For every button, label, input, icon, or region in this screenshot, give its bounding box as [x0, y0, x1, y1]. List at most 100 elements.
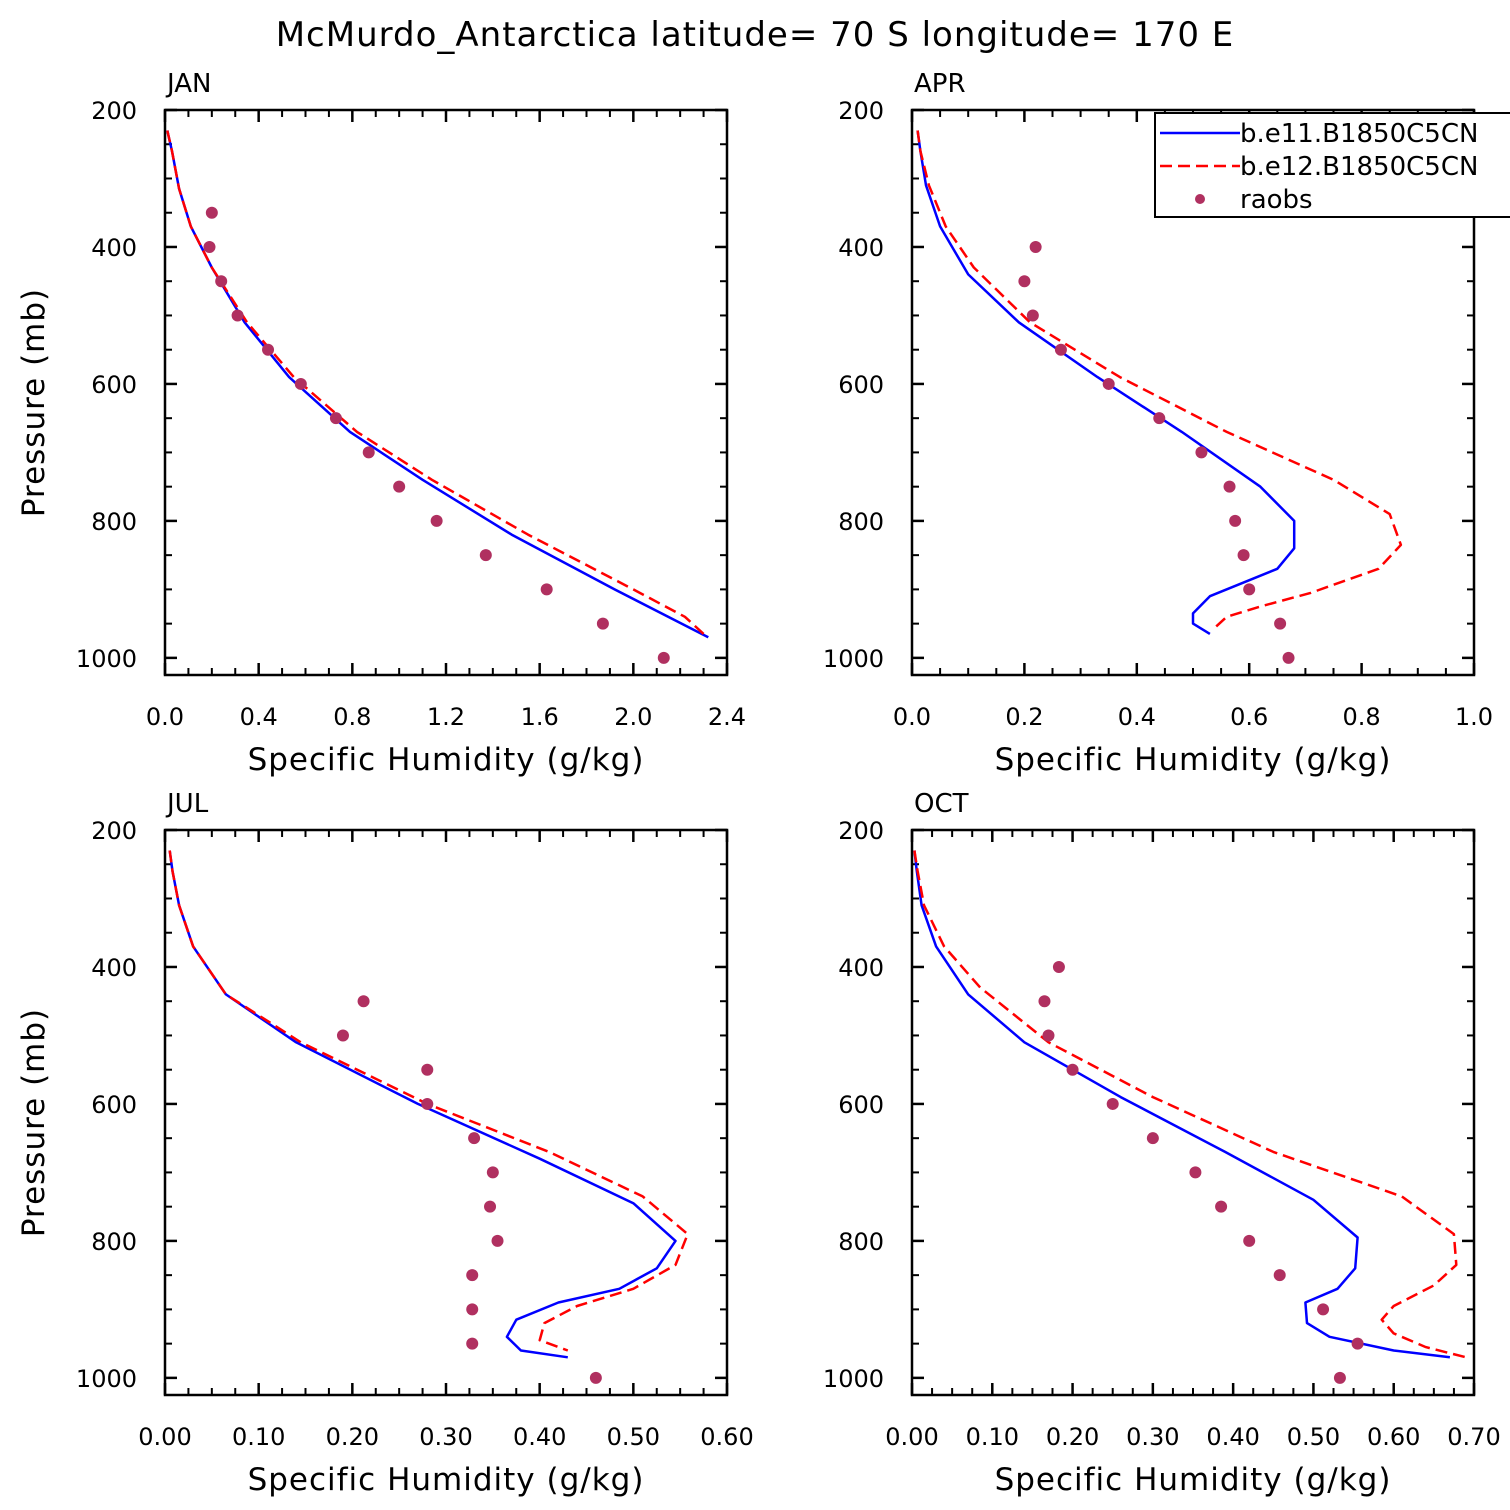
x-tick-label: 0.60: [1367, 1423, 1420, 1451]
raobs-point: [1195, 446, 1208, 459]
raobs-point: [1026, 309, 1039, 322]
raobs-point: [421, 1097, 434, 1110]
series-group: [168, 850, 689, 1359]
raobs-point: [1052, 960, 1065, 973]
panel-jan: 0.0 0.4 0.8 1.2 1.6 2.0 2.4 200 400 600 800 1000 JAN…: [16, 69, 746, 778]
y-tick-label: 1000: [76, 645, 137, 673]
x-tick-label: 0.50: [607, 1423, 660, 1451]
x-tick-label: 0.8: [1343, 703, 1381, 731]
figure-title: McMurdo_Antarctica latitude= 70 S longit…: [276, 15, 1235, 55]
y-tick-label: 600: [838, 1091, 884, 1119]
y-axis-label: Pressure (mb): [16, 288, 52, 517]
raobs-point: [1282, 651, 1295, 664]
series-line-b-e12: [168, 850, 689, 1352]
x-tick-label: 2.0: [614, 703, 652, 731]
x-tick-label: 0.4: [1118, 703, 1156, 731]
panel-label: JAN: [165, 69, 211, 99]
raobs-point: [657, 651, 670, 664]
raobs-point: [1243, 1234, 1256, 1247]
y-tick-label: 800: [838, 1228, 884, 1256]
raobs-point: [466, 1269, 479, 1282]
raobs-point: [466, 1303, 479, 1316]
raobs-point: [1317, 1303, 1330, 1316]
panels: 0.0 0.4 0.8 1.2 1.6 2.0 2.4 200 400 600 800 1000 JAN…: [16, 69, 1501, 1498]
series-line-b-e12: [916, 130, 1403, 629]
raobs-point: [1054, 343, 1067, 356]
raobs-point: [1223, 480, 1236, 493]
y-tick-label: 800: [838, 508, 884, 536]
series-line-b-e11: [913, 850, 1451, 1359]
y-tick-label: 400: [91, 954, 137, 982]
x-axis-label: Specific Humidity (g/kg): [995, 742, 1392, 778]
raobs-point: [484, 1200, 497, 1213]
raobs-point: [1229, 514, 1242, 527]
y-tick-label: 600: [91, 1091, 137, 1119]
y-tick-label: 1000: [76, 1365, 137, 1393]
panel-jul: 0.00 0.10 0.20 0.30 0.40 0.50 0.60 200 400 600 800…: [16, 789, 754, 1498]
raobs-point: [329, 412, 342, 425]
legend-label: b.e11.B1850C5CN: [1240, 119, 1478, 149]
raobs-point: [1106, 1097, 1119, 1110]
y-tick-label: 400: [91, 234, 137, 262]
panel-oct: 0.00 0.10 0.20 0.30 0.40 0.50 0.60 0.70 200 400 60…: [823, 789, 1501, 1498]
x-tick-label: 0.20: [326, 1423, 379, 1451]
series-line-b-e11: [168, 850, 677, 1359]
x-tick-label: 0.4: [240, 703, 278, 731]
x-tick-label: 1.6: [521, 703, 559, 731]
raobs-point: [215, 275, 228, 288]
x-axis-label: Specific Humidity (g/kg): [995, 1462, 1392, 1498]
raobs-point: [1274, 617, 1287, 630]
x-tick-label: 0.50: [1287, 1423, 1340, 1451]
panel-label: OCT: [914, 789, 969, 819]
x-axis-label: Specific Humidity (g/kg): [248, 742, 645, 778]
x-tick-label: 0.20: [1046, 1423, 1099, 1451]
series-group: [913, 850, 1467, 1359]
x-tick-label: 0.2: [1005, 703, 1043, 731]
x-tick-label: 1.2: [427, 703, 465, 731]
legend-label: raobs: [1240, 185, 1313, 215]
raobs-point: [1333, 1371, 1346, 1384]
legend-swatch-raobs: [1195, 194, 1205, 204]
legend-label: b.e12.B1850C5CN: [1240, 152, 1478, 182]
raobs-point: [203, 240, 216, 253]
y-tick-label: 1000: [823, 645, 884, 673]
raobs-point: [231, 309, 244, 322]
raobs-point: [486, 1166, 499, 1179]
raobs-point: [1066, 1063, 1079, 1076]
x-tick-label: 0.00: [885, 1423, 938, 1451]
series-line-b-e11: [916, 130, 1296, 635]
y-axis-label: Pressure (mb): [16, 1008, 52, 1237]
y-tick-label: 400: [838, 954, 884, 982]
x-tick-label: 0.70: [1447, 1423, 1500, 1451]
raobs-point: [262, 343, 275, 356]
y-tick-label: 400: [838, 234, 884, 262]
x-tick-label: 0.0: [893, 703, 931, 731]
y-tick-label: 200: [838, 817, 884, 845]
raobs-point: [1189, 1166, 1202, 1179]
raobs-point: [1146, 1132, 1159, 1145]
raobs-point: [1215, 1200, 1228, 1213]
panel-label: JUL: [165, 789, 209, 819]
panel-apr: 0.0 0.2 0.4 0.6 0.8 1.0 200 400 600 800 1000 APR Spe…: [823, 69, 1493, 778]
x-tick-label: 0.0: [146, 703, 184, 731]
raobs-point: [1351, 1337, 1364, 1350]
x-tick-label: 0.10: [232, 1423, 285, 1451]
y-tick-label: 800: [91, 508, 137, 536]
raobs-point: [596, 617, 609, 630]
y-tick-label: 200: [91, 817, 137, 845]
x-tick-label: 2.4: [708, 703, 746, 731]
raobs-point: [421, 1063, 434, 1076]
panel-label: APR: [914, 69, 966, 99]
x-axis-label: Specific Humidity (g/kg): [248, 1462, 645, 1498]
raobs-point: [491, 1234, 504, 1247]
x-tick-label: 0.6: [1230, 703, 1268, 731]
x-tick-label: 0.30: [1126, 1423, 1179, 1451]
y-tick-label: 200: [91, 97, 137, 125]
raobs-point: [466, 1337, 479, 1350]
x-tick-label: 0.40: [513, 1423, 566, 1451]
raobs-point: [205, 206, 218, 219]
raobs-point: [589, 1371, 602, 1384]
raobs-point: [336, 1029, 349, 1042]
y-tick-label: 1000: [823, 1365, 884, 1393]
